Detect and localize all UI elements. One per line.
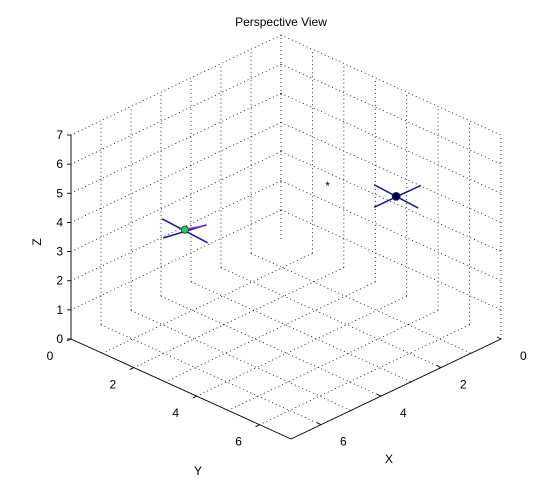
floor-grid-line-x — [227, 310, 439, 411]
xz-wall-grid-horizontal — [280, 180, 502, 282]
yz-wall-grid-horizontal — [70, 180, 282, 282]
floor-grid-line-y — [100, 324, 322, 426]
x-tick-label: 2 — [110, 377, 117, 391]
heading-indicator — [188, 224, 206, 230]
y-tick-mark — [316, 422, 322, 426]
yz-wall-grid-horizontal — [70, 122, 282, 223]
y-tick-mark — [496, 336, 502, 340]
x-tick-mark — [192, 395, 197, 399]
floor-grid-line-y — [220, 267, 442, 368]
xz-wall-grid-horizontal — [280, 122, 502, 223]
y-tick-mark — [436, 365, 442, 368]
z-tick-label: 3 — [56, 245, 63, 259]
x-axis-line — [290, 338, 502, 440]
y-tick-label: 6 — [340, 435, 347, 449]
grid-lines — [70, 34, 502, 440]
xz-wall-grid-horizontal — [280, 34, 502, 136]
y-axis-label: Y — [194, 464, 202, 478]
z-tick-label: 6 — [56, 157, 63, 171]
x-tick-label: 0 — [47, 349, 54, 363]
floor-grid-line-y — [250, 252, 472, 354]
x-tick-label: 6 — [235, 435, 242, 449]
axis-lines — [66, 134, 502, 440]
yz-wall-grid-horizontal — [70, 151, 282, 252]
plotted-objects: * — [161, 179, 422, 244]
y-axis-line — [70, 338, 292, 440]
z-tick-label: 1 — [56, 303, 63, 317]
xz-wall-grid-horizontal — [280, 63, 502, 165]
yz-wall-grid-horizontal — [70, 209, 282, 311]
yz-wall-grid-horizontal — [70, 34, 282, 136]
tick-labels: 0 2 4 6 0 2 4 6 0 1 2 3 4 5 6 7 — [47, 128, 527, 449]
x-axis-label: X — [385, 452, 393, 466]
floor-grid-line-y — [130, 310, 352, 411]
star-marker: * — [325, 179, 330, 193]
floor-grid-line-x — [133, 267, 345, 368]
center-marker — [391, 191, 401, 201]
floor-grid-line-x — [165, 281, 376, 383]
yz-wall-grid-horizontal — [70, 63, 282, 165]
y-tick-label: 0 — [520, 349, 527, 363]
xz-wall-grid-horizontal — [280, 151, 502, 252]
xz-wall-grid-horizontal — [280, 92, 502, 194]
floor-grid-line-x — [259, 324, 470, 426]
star-marker-glyph: * — [325, 179, 330, 193]
dark-marker-object — [373, 183, 422, 209]
floor-grid-line-x — [102, 252, 313, 354]
y-tick-mark — [376, 393, 382, 397]
z-tick-label: 0 — [56, 332, 63, 346]
green-marker-object — [161, 218, 209, 244]
y-tick-label: 4 — [400, 406, 407, 420]
x-tick-label: 4 — [172, 406, 179, 420]
floor-grid-line-y — [190, 281, 412, 383]
floor-grid-line-y — [160, 295, 382, 397]
z-tick-label: 5 — [56, 186, 63, 200]
xz-wall-grid-horizontal — [280, 209, 502, 311]
z-tick-label: 7 — [56, 128, 63, 142]
y-tick-label: 2 — [460, 377, 467, 391]
x-tick-mark — [255, 424, 260, 428]
floor-grid-line-x — [196, 295, 407, 397]
z-tick-label: 2 — [56, 274, 63, 288]
z-axis-label: Z — [30, 238, 44, 245]
z-tick-label: 4 — [56, 215, 63, 229]
x-tick-mark — [129, 367, 135, 370]
yz-wall-grid-horizontal — [70, 92, 282, 194]
chart-title: Perspective View — [235, 15, 327, 29]
center-marker — [180, 225, 189, 234]
